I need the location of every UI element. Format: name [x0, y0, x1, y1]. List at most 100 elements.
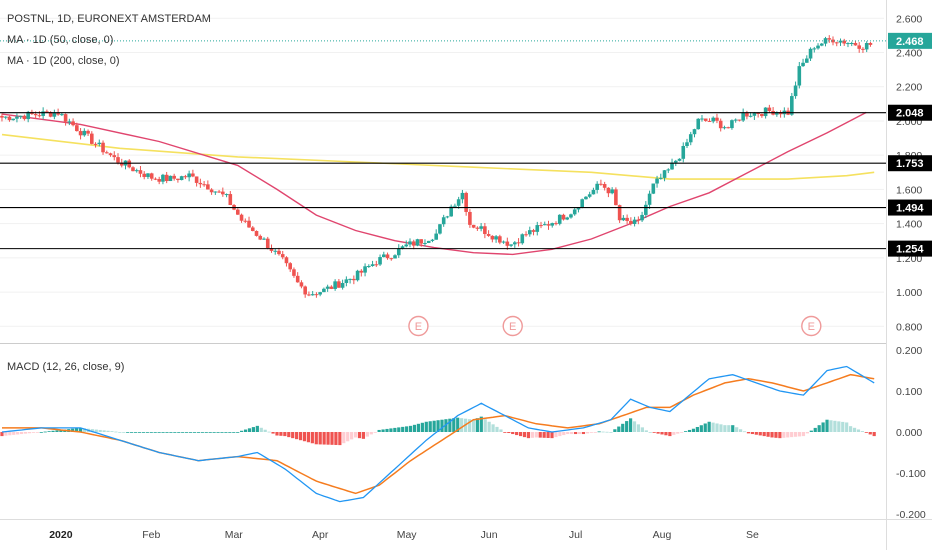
candle-body	[632, 219, 637, 224]
candle-body	[344, 279, 349, 284]
candle-body	[378, 257, 382, 265]
earnings-marker[interactable]	[502, 315, 523, 337]
macd-histogram-bar	[232, 432, 236, 433]
candle-body	[90, 133, 94, 144]
macd-histogram-bar	[515, 432, 519, 436]
ma200-legend[interactable]: MA · 1D (200, close, 0)	[7, 55, 120, 67]
candle-body	[775, 112, 779, 115]
macd-histogram-bar	[8, 432, 12, 436]
macd-histogram-bar	[381, 429, 385, 432]
ma50-legend[interactable]: MA · 1D (50, close, 0)	[7, 34, 113, 46]
candle-body	[213, 191, 218, 193]
macd-histogram-bar	[141, 432, 146, 433]
grid	[0, 17, 884, 327]
candle-body	[254, 230, 259, 236]
macd-histogram-bar	[786, 432, 790, 438]
macd-histogram-bar	[448, 418, 452, 432]
macd-tick-label: -0.200	[896, 509, 926, 521]
macd-histogram-bar	[114, 431, 118, 433]
macd-histogram-bar	[566, 432, 570, 435]
candle-body	[531, 230, 536, 232]
candle-body	[22, 115, 27, 120]
macd-histogram-bar	[16, 432, 20, 435]
level-price-tag[interactable]	[888, 240, 932, 257]
macd-histogram-bar	[562, 432, 566, 436]
candle-body	[617, 205, 622, 221]
time-tick-label: Jun	[481, 529, 498, 541]
candle-body	[535, 225, 540, 232]
macd-legend[interactable]: MACD (12, 26, close, 9)	[7, 361, 124, 373]
level-price-tag[interactable]	[888, 199, 932, 216]
candle-body	[670, 162, 674, 170]
candle-body	[662, 170, 667, 178]
macd-histogram-bar	[51, 430, 55, 432]
macd-histogram-bar	[774, 432, 778, 438]
horizontal-levels[interactable]	[0, 40, 886, 250]
candle-body	[396, 248, 401, 256]
macd-histogram-bar	[298, 432, 303, 441]
candle-body	[295, 275, 300, 283]
macd-histogram-bar	[794, 432, 798, 437]
macd-histogram-bar	[424, 421, 428, 432]
price-tick-label: 2.400	[896, 47, 922, 59]
earnings-marker-label: E	[808, 321, 815, 333]
candle-body	[707, 120, 712, 122]
price-candles	[0, 35, 873, 298]
macd-histogram-bar	[247, 428, 252, 432]
macd-histogram-bar	[173, 432, 177, 433]
earnings-marker[interactable]	[408, 315, 429, 337]
candle-body	[411, 241, 416, 246]
candle-body	[673, 160, 678, 163]
candle-body	[138, 170, 143, 174]
macd-histogram-bar	[428, 421, 432, 432]
candle-body	[685, 142, 689, 146]
candle-body	[797, 66, 802, 86]
macd-line	[1, 365, 875, 503]
candle-body	[640, 214, 644, 221]
macd-histogram-bar	[137, 432, 142, 433]
candle-body	[104, 152, 109, 154]
macd-histogram-bar	[393, 427, 397, 432]
candle-body	[153, 178, 158, 180]
candle-body	[108, 153, 113, 156]
candle-body	[539, 225, 543, 227]
candle-body	[18, 115, 23, 117]
candle-body	[142, 173, 147, 177]
macd-histogram-bar	[573, 432, 578, 435]
candle-body	[688, 134, 693, 143]
candle-body	[235, 209, 240, 215]
macd-histogram-bar	[322, 432, 326, 445]
macd-histogram-bar	[683, 431, 688, 432]
macd-histogram-bar	[353, 432, 358, 438]
level-price-tag[interactable]	[888, 104, 932, 121]
candle-body	[726, 127, 730, 129]
candle-body	[359, 270, 364, 273]
macd-histogram-bar	[735, 427, 739, 432]
last-price-tag[interactable]	[888, 32, 932, 49]
price-axis[interactable]: 2.6002.4002.2002.0001.8001.6001.4001.200…	[888, 13, 932, 333]
macd-histogram-bar	[703, 423, 707, 432]
candle-body	[494, 236, 498, 240]
macd-histogram-bar	[593, 432, 597, 433]
candle-body	[842, 40, 847, 44]
macd-histogram-bar	[346, 432, 350, 442]
macd-histogram-bar	[872, 432, 876, 437]
macd-histogram-bar	[389, 428, 393, 432]
level-price-tag[interactable]	[888, 155, 932, 172]
candle-body	[374, 264, 379, 266]
macd-histogram-bar	[118, 432, 122, 433]
candle-body	[838, 40, 843, 43]
macd-axis[interactable]: 0.200 0.100 0.000 -0.100 -0.200	[896, 345, 926, 521]
time-axis[interactable]: 2020 Feb Mar Apr May Jun Jul Aug Se	[49, 529, 759, 541]
time-tick-label: May	[397, 529, 418, 541]
earnings-marker[interactable]	[801, 315, 822, 337]
macd-histogram-bar	[259, 427, 263, 432]
symbol-title[interactable]: POSTNL, 1D, EURONEXT AMSTERDAM	[7, 13, 211, 25]
candle-body	[333, 281, 337, 289]
macd-histogram-bar	[687, 429, 692, 432]
candle-body	[183, 176, 188, 178]
macd-histogram-bar	[350, 432, 354, 440]
candle-body	[475, 227, 480, 229]
